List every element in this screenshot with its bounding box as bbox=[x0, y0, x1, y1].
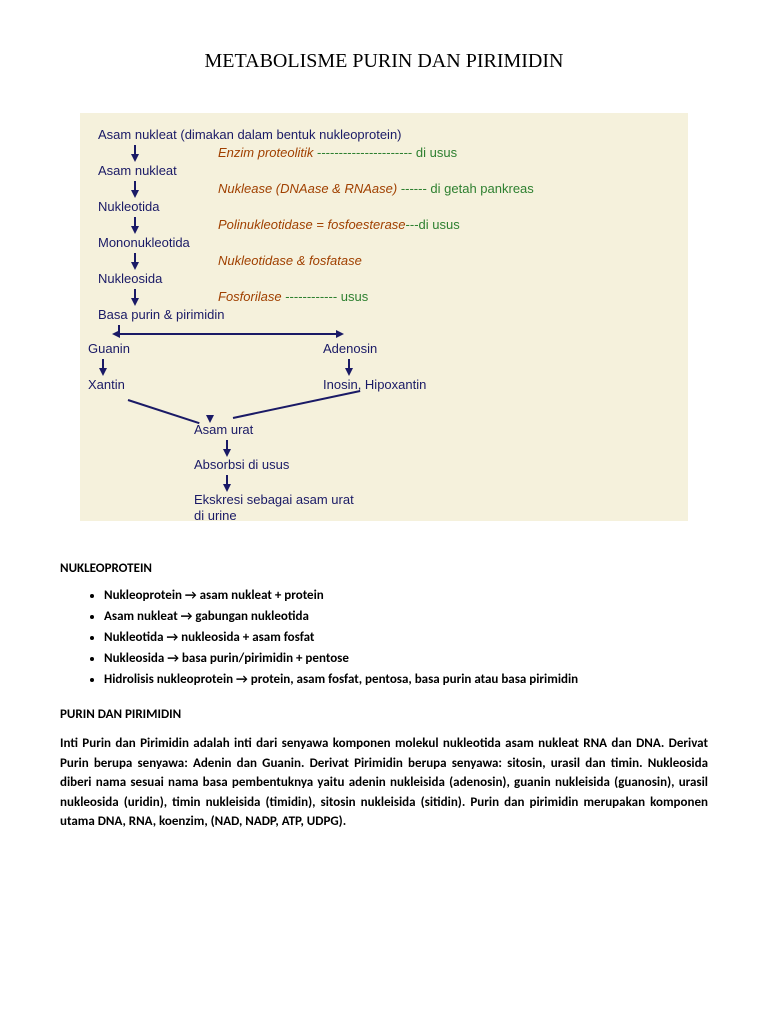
enzyme-proteolitik: Enzim proteolitik ----------------------… bbox=[218, 145, 457, 161]
node-mononukleotida: Mononukleotida bbox=[98, 235, 190, 251]
enzyme-polinukleotidase: Polinukleotidase = fosfoesterase---di us… bbox=[218, 217, 460, 233]
list-item: Nukleotida → nukleosida + asam fosfat bbox=[104, 630, 708, 645]
node-guanin: Guanin bbox=[88, 341, 130, 357]
node-asam-nukleat: Asam nukleat bbox=[98, 163, 177, 179]
enzyme-nuklease: Nuklease (DNAase & RNAase) ------ di get… bbox=[218, 181, 534, 197]
node-inosin-hipoxantin: Inosin, Hipoxantin bbox=[323, 377, 426, 393]
node-asam-nukleat-protein: Asam nukleat (dimakan dalam bentuk nukle… bbox=[98, 127, 402, 143]
list-item: Nukleoprotein → asam nukleat + protein bbox=[104, 588, 708, 603]
section-purin-pirimidin-heading: PURIN DAN PIRIMIDIN bbox=[60, 707, 708, 722]
enzyme-fosforilase: Fosforilase ------------ usus bbox=[218, 289, 368, 305]
metabolism-diagram: Asam nukleat (dimakan dalam bentuk nukle… bbox=[80, 113, 688, 521]
list-item: Hidrolisis nukleoprotein → protein, asam… bbox=[104, 672, 708, 687]
page-title: METABOLISME PURIN DAN PIRIMIDIN bbox=[60, 50, 708, 73]
body-paragraph: Inti Purin dan Pirimidin adalah inti dar… bbox=[60, 734, 708, 832]
node-asam-urat: Asam urat bbox=[194, 422, 253, 438]
list-item: Nukleosida → basa purin/pirimidin + pent… bbox=[104, 651, 708, 666]
section-nukleoprotein-heading: NUKLEOPROTEIN bbox=[60, 561, 708, 576]
node-basa-purin-pirimidin: Basa purin & pirimidin bbox=[98, 307, 224, 323]
node-ekskresi: Ekskresi sebagai asam uratdi urine bbox=[194, 492, 354, 525]
list-item: Asam nukleat → gabungan nukleotida bbox=[104, 609, 708, 624]
node-adenosin: Adenosin bbox=[323, 341, 377, 357]
node-absorbsi: Absorbsi di usus bbox=[194, 457, 289, 473]
nukleoprotein-list: Nukleoprotein → asam nukleat + protein A… bbox=[60, 588, 708, 687]
node-nukleosida: Nukleosida bbox=[98, 271, 162, 287]
node-nukleotida: Nukleotida bbox=[98, 199, 159, 215]
node-xantin: Xantin bbox=[88, 377, 125, 393]
enzyme-nukleotidase: Nukleotidase & fosfatase bbox=[218, 253, 362, 269]
